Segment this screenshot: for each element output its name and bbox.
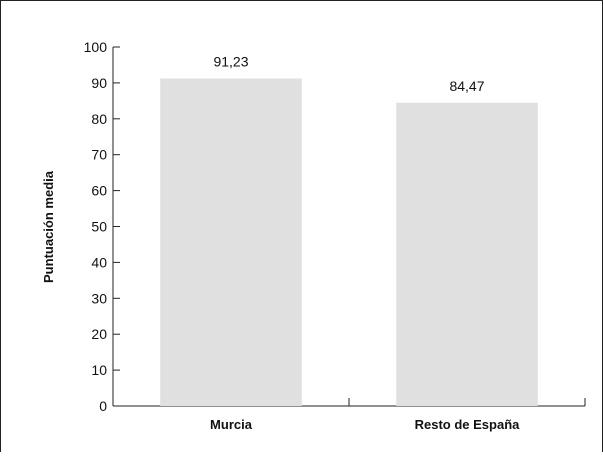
- y-tick-label: 100: [84, 39, 108, 55]
- y-axis-title: Puntuación media: [41, 170, 56, 283]
- y-tick-label: 90: [91, 75, 107, 91]
- y-tick-label: 40: [91, 254, 107, 270]
- y-tick-label: 0: [99, 398, 107, 414]
- y-tick-label: 10: [91, 362, 107, 378]
- y-tick-label: 70: [91, 147, 107, 163]
- bar: [160, 78, 302, 406]
- y-axis: 0 10 20 30 40 50 60 70 80 90 100: [84, 39, 120, 414]
- y-tick-label: 80: [91, 111, 107, 127]
- bar-value-label: 91,23: [213, 53, 248, 69]
- y-tick-label: 20: [91, 326, 107, 342]
- bar: [396, 102, 538, 407]
- y-tick-label: 30: [91, 290, 107, 306]
- y-tick-label: 60: [91, 183, 107, 199]
- x-category-label: Murcia: [210, 417, 253, 432]
- bar-value-label: 84,47: [449, 78, 484, 94]
- bars: 91,23 84,47: [160, 53, 538, 407]
- y-tick-label: 50: [91, 219, 107, 235]
- x-category-label: Resto de España: [415, 417, 521, 432]
